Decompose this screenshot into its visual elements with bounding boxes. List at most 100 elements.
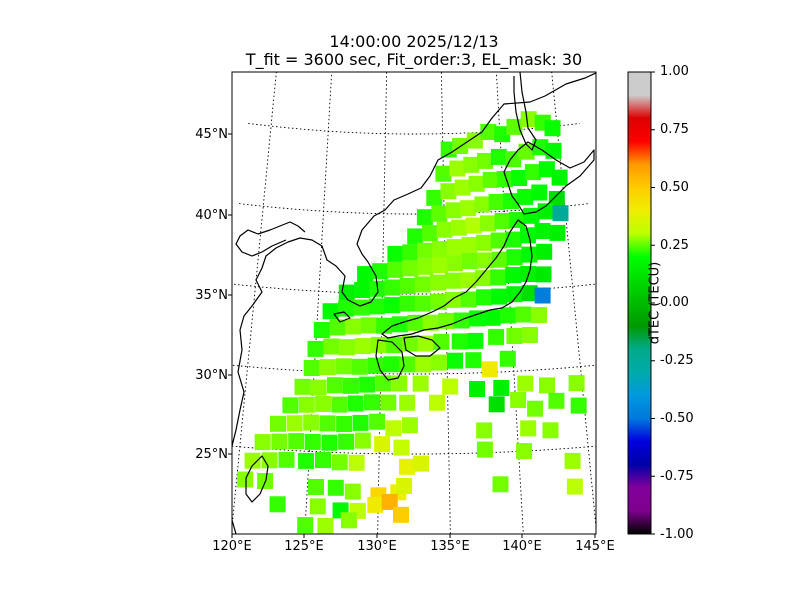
dtec-cell bbox=[399, 458, 415, 475]
dtec-cell bbox=[336, 416, 353, 432]
dtec-cell bbox=[454, 179, 471, 196]
dtec-cell bbox=[391, 316, 408, 333]
dtec-cell bbox=[506, 286, 523, 303]
meridian-line bbox=[495, 72, 524, 534]
dtec-cell bbox=[352, 414, 369, 431]
dtec-cell bbox=[354, 338, 371, 355]
colorbar-ticks bbox=[651, 71, 655, 535]
dtec-cell bbox=[492, 476, 509, 493]
dtec-cell bbox=[303, 360, 320, 376]
dtec-cell bbox=[270, 415, 286, 432]
dtec-cell bbox=[412, 375, 429, 392]
dtec-cell bbox=[453, 312, 470, 329]
coastlines bbox=[232, 72, 596, 534]
dtec-cell bbox=[463, 156, 480, 173]
coastline-sakhalin bbox=[513, 72, 537, 151]
dtec-cell bbox=[482, 171, 499, 188]
dtec-cell bbox=[369, 413, 386, 430]
dtec-cell bbox=[309, 498, 326, 515]
dtec-cell bbox=[524, 164, 541, 181]
dtec-cell bbox=[327, 479, 344, 496]
dtec-cell bbox=[359, 376, 376, 393]
coastline-honshu bbox=[381, 219, 533, 339]
dtec-cell bbox=[415, 356, 432, 373]
dtec-cell bbox=[384, 279, 401, 296]
dtec-cell bbox=[500, 307, 516, 324]
dtec-cell bbox=[476, 441, 493, 458]
dtec-cell bbox=[438, 312, 455, 329]
dtec-cell bbox=[494, 213, 511, 229]
dtec-cell bbox=[505, 151, 522, 168]
dtec-cell bbox=[303, 414, 320, 431]
lon-tick-label: 125°E bbox=[284, 539, 324, 554]
dtec-cell bbox=[368, 298, 385, 315]
dtec-cell bbox=[523, 207, 540, 224]
dtec-cell bbox=[476, 289, 492, 306]
dtec-cell bbox=[499, 350, 516, 367]
dtec-cell bbox=[548, 191, 565, 207]
dtec-cell bbox=[505, 231, 522, 248]
coastline-bohai bbox=[235, 221, 306, 257]
dtec-cell bbox=[297, 517, 314, 534]
dtec-cell bbox=[520, 111, 537, 128]
lat-tick-label: 25°N bbox=[195, 447, 228, 462]
dtec-cell bbox=[261, 452, 278, 469]
dtec-cell bbox=[372, 263, 389, 280]
map-frame bbox=[231, 71, 597, 535]
dtec-cell bbox=[490, 269, 507, 286]
dtec-cell bbox=[399, 278, 416, 294]
dtec-cell bbox=[315, 452, 331, 469]
dtec-cell bbox=[354, 282, 371, 298]
dtec-cell bbox=[430, 293, 447, 310]
dtec-cell bbox=[414, 295, 431, 312]
dtec-cell bbox=[491, 251, 508, 268]
dtec-cell bbox=[462, 253, 478, 269]
coastline-south-china bbox=[232, 519, 237, 534]
colorbar-tick-label: 0.50 bbox=[660, 180, 689, 195]
dtec-cell bbox=[542, 422, 559, 439]
dtec-cell bbox=[321, 434, 338, 451]
dtec-cell bbox=[396, 478, 413, 494]
dtec-cell bbox=[480, 215, 497, 232]
dtec-cell bbox=[376, 317, 393, 334]
dtec-cell bbox=[476, 422, 493, 439]
dtec-cells bbox=[237, 111, 587, 534]
dtec-cell bbox=[422, 314, 439, 331]
dtec-cell bbox=[518, 143, 535, 160]
dtec-cell bbox=[536, 243, 553, 260]
dtec-cell bbox=[494, 126, 511, 143]
dtec-cell bbox=[381, 493, 398, 510]
dtec-cell bbox=[431, 354, 448, 371]
dtec-cell bbox=[354, 432, 371, 449]
dtec-cell bbox=[488, 328, 505, 345]
dtec-cell bbox=[476, 252, 493, 269]
dtec-cell bbox=[383, 356, 400, 373]
dtec-cell bbox=[466, 132, 483, 149]
lon-tick-label: 120°E bbox=[212, 539, 252, 554]
dtec-cell bbox=[551, 169, 568, 186]
dtec-cell bbox=[432, 257, 449, 273]
dtec-cell bbox=[534, 223, 551, 239]
dtec-cell bbox=[331, 396, 348, 413]
dtec-cell bbox=[548, 392, 565, 409]
dtec-cell bbox=[506, 328, 523, 344]
dtec-cell bbox=[433, 333, 450, 350]
dtec-cell bbox=[278, 451, 295, 468]
dtec-cell bbox=[527, 400, 544, 417]
parallel-line bbox=[232, 364, 596, 375]
dtec-cell bbox=[417, 258, 434, 275]
coastline-taiwan bbox=[245, 455, 269, 503]
dtec-cell bbox=[348, 454, 365, 471]
dtec-cell bbox=[552, 205, 569, 222]
dtec-cell bbox=[490, 148, 507, 165]
dtec-cell bbox=[435, 165, 452, 182]
dtec-cell bbox=[446, 239, 463, 256]
dtec-cell bbox=[535, 266, 552, 283]
dtec-cell bbox=[442, 378, 459, 395]
dtec-cell bbox=[402, 260, 419, 277]
dtec-cell bbox=[538, 161, 555, 178]
colorbar-gradient bbox=[628, 72, 651, 534]
dtec-cell bbox=[323, 338, 340, 355]
dtec-cell bbox=[391, 375, 408, 392]
coastline-mainland bbox=[232, 72, 596, 447]
